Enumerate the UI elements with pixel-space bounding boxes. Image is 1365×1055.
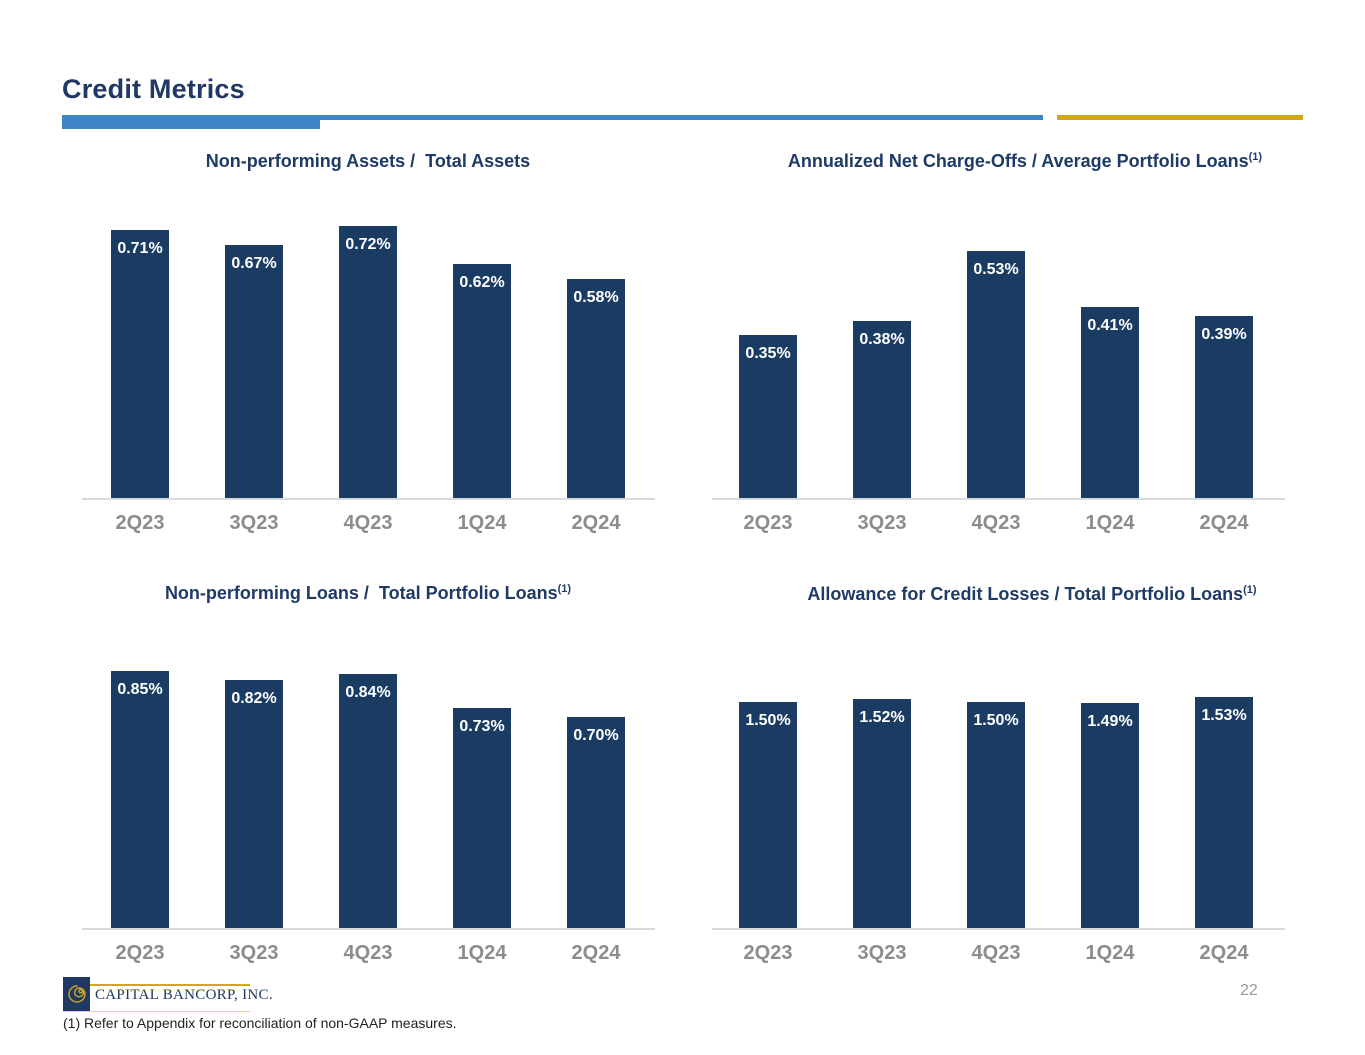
bar-3Q23: 0.82% (225, 680, 283, 928)
chart-title-npl-portfolio-loans: Non-performing Loans / Total Portfolio L… (83, 582, 653, 604)
footnote-marker: (1) (1248, 151, 1263, 163)
bar-2Q24: 0.39% (1195, 316, 1253, 498)
bar-value-label: 0.82% (231, 690, 277, 707)
bar-4Q23: 0.84% (339, 674, 397, 928)
bar-value-label: 0.67% (231, 255, 277, 272)
chart-title-text: Annualized Net Charge-Offs / Average Por… (787, 151, 1249, 171)
x-axis-label-3Q23: 3Q23 (229, 512, 279, 534)
bar-group: 0.71% 0.67% 0.72% 0.62% 0.58% (111, 190, 625, 498)
bar-value-label: 0.84% (345, 684, 391, 701)
chart-title-text: Non-performing Loans / Total Portfolio L… (164, 583, 558, 603)
bar-value-label: 0.73% (459, 718, 505, 735)
bar-value-label: 1.50% (745, 712, 791, 729)
bar-value-label: 1.49% (1087, 713, 1133, 730)
bar-value-label: 0.70% (573, 727, 619, 744)
footnote: (1) Refer to Appendix for reconciliation… (63, 1015, 457, 1031)
x-axis-label-4Q23: 4Q23 (971, 512, 1021, 534)
bar-value-label: 0.72% (345, 236, 391, 253)
bar-1Q24: 0.41% (1081, 307, 1139, 498)
x-axis-label-1Q24: 1Q24 (457, 942, 507, 964)
bar-2Q23: 0.71% (111, 230, 169, 498)
x-axis-label-1Q24: 1Q24 (1085, 512, 1135, 534)
bar-4Q23: 1.50% (967, 702, 1025, 928)
x-axis-label-2Q24: 2Q24 (571, 942, 621, 964)
x-axis-label-2Q23: 2Q23 (743, 942, 793, 964)
bar-value-label: 0.85% (117, 681, 163, 698)
page-number: 22 (1240, 982, 1258, 999)
bar-value-label: 0.39% (1201, 326, 1247, 343)
bar-group: 0.35% 0.38% 0.53% 0.41% 0.39% (739, 190, 1253, 498)
company-wordmark: CAPITAL BANCORP, INC. (95, 987, 273, 1003)
bar-2Q24: 0.70% (567, 717, 625, 928)
chart-title-net-charge-offs: Annualized Net Charge-Offs / Average Por… (775, 150, 1275, 172)
x-axis-line (82, 498, 655, 500)
bar-4Q23: 0.53% (967, 251, 1025, 498)
chart-plot-npl-portfolio-loans: 0.85% 0.82% 0.84% 0.73% 0.70% (82, 620, 655, 930)
chart-title-text: Allowance for Credit Losses / Total Port… (807, 584, 1244, 604)
title-underline-gold (1057, 115, 1303, 120)
bar-2Q23: 0.85% (111, 671, 169, 928)
x-axis-label-3Q23: 3Q23 (857, 942, 907, 964)
bar-value-label: 0.38% (859, 331, 905, 348)
x-axis-label-3Q23: 3Q23 (229, 942, 279, 964)
chart-plot-net-charge-offs: 0.35% 0.38% 0.53% 0.41% 0.39% (712, 190, 1285, 500)
x-axis-labels: 2Q23 3Q23 4Q23 1Q24 2Q24 (739, 512, 1253, 535)
x-axis-line (712, 498, 1285, 500)
bar-3Q23: 1.52% (853, 699, 911, 928)
x-axis-label-2Q23: 2Q23 (743, 512, 793, 534)
bar-value-label: 0.41% (1087, 317, 1133, 334)
x-axis-label-4Q23: 4Q23 (971, 942, 1021, 964)
x-axis-label-2Q24: 2Q24 (1199, 512, 1249, 534)
x-axis-label-1Q24: 1Q24 (457, 512, 507, 534)
bar-value-label: 0.62% (459, 274, 505, 291)
bar-3Q23: 0.67% (225, 245, 283, 498)
bar-4Q23: 0.72% (339, 226, 397, 498)
logo-gold-line-top (90, 984, 250, 986)
x-axis-label-4Q23: 4Q23 (343, 512, 393, 534)
x-axis-label-2Q24: 2Q24 (1199, 942, 1249, 964)
company-logo-mark (63, 977, 90, 1011)
bar-group: 1.50% 1.52% 1.50% 1.49% 1.53% (739, 620, 1253, 928)
bar-2Q24: 0.58% (567, 279, 625, 498)
x-axis-label-4Q23: 4Q23 (343, 942, 393, 964)
x-axis-label-2Q23: 2Q23 (115, 512, 165, 534)
x-axis-line (712, 928, 1285, 930)
bar-value-label: 0.71% (117, 240, 163, 257)
chart-title-acl-portfolio-loans: Allowance for Credit Losses / Total Port… (747, 583, 1317, 605)
x-axis-line (82, 928, 655, 930)
bar-value-label: 0.35% (745, 345, 791, 362)
page-title: Credit Metrics (62, 74, 245, 104)
bar-2Q24: 1.53% (1195, 697, 1253, 928)
x-axis-labels: 2Q23 3Q23 4Q23 1Q24 2Q24 (111, 512, 625, 535)
bar-3Q23: 0.38% (853, 321, 911, 498)
bar-value-label: 0.53% (973, 261, 1019, 278)
title-underline-thin-blue (320, 115, 1043, 120)
title-underline-thick-blue (62, 115, 320, 129)
gold-spiral-icon (67, 985, 86, 1003)
chart-title-npa-total-assets: Non-performing Assets / Total Assets (83, 150, 653, 172)
x-axis-label-2Q24: 2Q24 (571, 512, 621, 534)
bar-1Q24: 0.73% (453, 708, 511, 928)
bar-value-label: 1.50% (973, 712, 1019, 729)
x-axis-label-3Q23: 3Q23 (857, 512, 907, 534)
footnote-marker: (1) (1243, 584, 1257, 596)
x-axis-labels: 2Q23 3Q23 4Q23 1Q24 2Q24 (739, 942, 1253, 965)
bar-1Q24: 1.49% (1081, 703, 1139, 928)
bar-2Q23: 1.50% (739, 702, 797, 928)
bar-value-label: 1.53% (1201, 707, 1247, 724)
logo-gold-line-bottom (63, 1011, 250, 1012)
x-axis-labels: 2Q23 3Q23 4Q23 1Q24 2Q24 (111, 942, 625, 965)
x-axis-label-1Q24: 1Q24 (1085, 942, 1135, 964)
chart-plot-acl-portfolio-loans: 1.50% 1.52% 1.50% 1.49% 1.53% (712, 620, 1285, 930)
chart-plot-npa-total-assets: 0.71% 0.67% 0.72% 0.62% 0.58% (82, 190, 655, 500)
bar-2Q23: 0.35% (739, 335, 797, 498)
footnote-marker: (1) (557, 583, 572, 595)
bar-value-label: 0.58% (573, 289, 619, 306)
chart-title-text: Non-performing Assets / Total Assets (205, 151, 531, 171)
bar-1Q24: 0.62% (453, 264, 511, 498)
x-axis-label-2Q23: 2Q23 (115, 942, 165, 964)
bar-value-label: 1.52% (859, 709, 905, 726)
bar-group: 0.85% 0.82% 0.84% 0.73% 0.70% (111, 620, 625, 928)
